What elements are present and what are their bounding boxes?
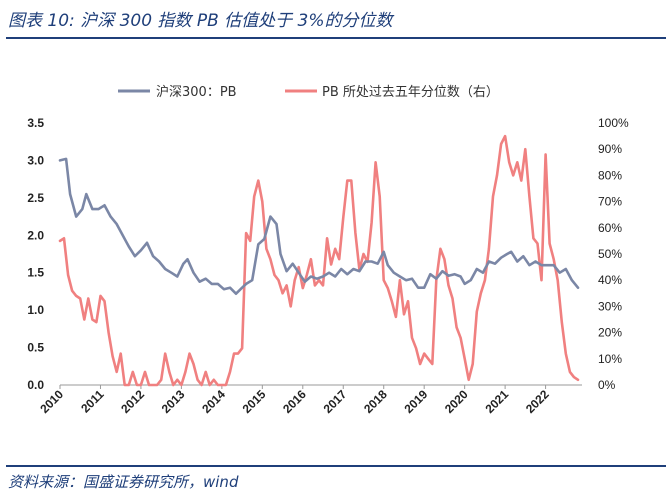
y-left-tick-label: 3.5 <box>27 116 44 130</box>
y-right-tick-label: 20% <box>598 326 622 340</box>
x-tick-label: 2018 <box>361 387 390 416</box>
legend-label-pb: 沪深300：PB <box>156 84 237 100</box>
series-line-pb <box>58 157 580 296</box>
y-left-tick-label: 1.5 <box>27 266 44 280</box>
x-tick-label: 2014 <box>199 387 228 416</box>
x-tick-label: 2015 <box>240 387 269 416</box>
legend: 沪深300：PB PB 所处过去五年分位数（右） <box>118 84 499 100</box>
y-right-ticks: 0% 10% 20% 30% 40% 50% 60% 70% 80% 90% 100% <box>598 116 629 392</box>
y-right-tick-label: 60% <box>598 221 622 235</box>
y-right-tick-label: 50% <box>598 247 622 261</box>
series-line-pb-percentile <box>58 134 580 387</box>
x-tick-label: 2011 <box>78 387 107 416</box>
y-right-tick-label: 30% <box>598 299 622 313</box>
y-left-tick-label: 3.0 <box>27 153 44 167</box>
y-left-tick-label: 2.5 <box>27 191 44 205</box>
y-right-tick-label: 10% <box>598 352 622 366</box>
y-left-tick-label: 2.0 <box>27 228 44 242</box>
y-right-tick-label: 0% <box>598 378 616 392</box>
x-tick-label: 2022 <box>523 387 552 416</box>
y-right-tick-label: 40% <box>598 273 622 287</box>
x-tick-label: 2016 <box>280 387 309 416</box>
x-ticks: 2010 2011 2012 2013 2014 2015 2016 2017 2018 2019… <box>37 385 552 416</box>
y-left-ticks: 0.0 0.5 1.0 1.5 2.0 2.5 3.0 3.5 <box>27 116 44 392</box>
y-left-tick-label: 0.5 <box>27 341 44 355</box>
x-tick-label: 2019 <box>402 387 431 416</box>
x-tick-label: 2017 <box>321 387 350 416</box>
footer-divider <box>6 465 666 467</box>
y-left-tick-label: 0.0 <box>27 378 44 392</box>
y-right-tick-label: 100% <box>598 116 629 130</box>
y-left-tick-label: 1.0 <box>27 303 44 317</box>
figure-title: 图表 10: 沪深 300 指数 PB 估值处于 3%的分位数 <box>8 11 393 31</box>
x-tick-label: 2012 <box>118 387 147 416</box>
x-tick-label: 2013 <box>159 387 188 416</box>
source-note: 资料来源：国盛证券研究所，wind <box>8 473 239 491</box>
x-tick-label: 2021 <box>482 387 511 416</box>
series-layer <box>58 134 580 387</box>
y-right-tick-label: 90% <box>598 142 622 156</box>
x-tick-label: 2020 <box>442 387 471 416</box>
title-divider <box>6 37 666 39</box>
y-right-tick-label: 80% <box>598 168 622 182</box>
legend-label-pct: PB 所处过去五年分位数（右） <box>322 85 499 100</box>
y-right-tick-label: 70% <box>598 195 622 209</box>
